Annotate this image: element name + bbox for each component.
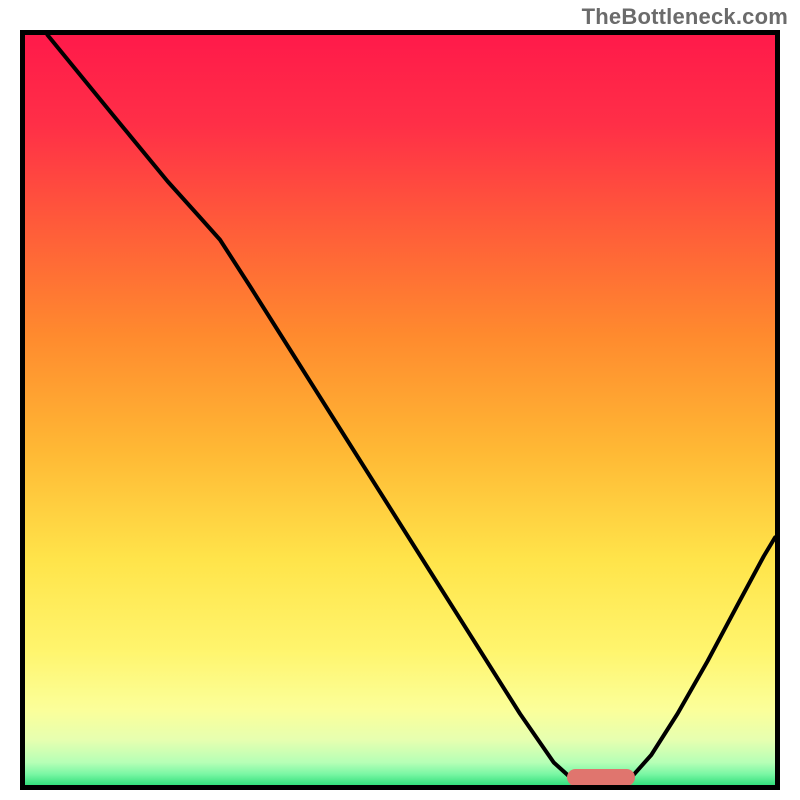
chart-canvas: TheBottleneck.com — [0, 0, 800, 800]
plot-frame — [20, 30, 780, 790]
watermark-text: TheBottleneck.com — [582, 4, 788, 30]
